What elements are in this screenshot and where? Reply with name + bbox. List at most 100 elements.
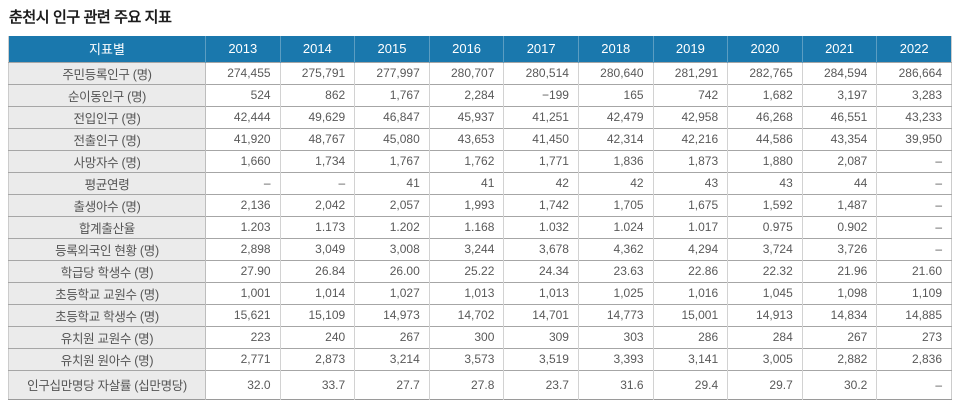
cell-value: 3,008 [354,237,430,260]
table-row: 유치원 원아수 (명) 2,771 2,873 3,214 3,573 3,519 3,39… [8,347,952,370]
cell-value: 274,455 [205,61,281,84]
cell-value: 2,771 [205,347,281,370]
cell-value: 42,314 [578,127,654,150]
year-column-header: 2017 [503,36,579,62]
cell-value: 22.32 [727,259,803,282]
cell-value: 49,629 [280,105,356,128]
cell-value: 277,997 [354,61,430,84]
cell-value: 3,283 [876,83,952,106]
table-row: 출생아수 (명) 2,136 2,042 2,057 1,993 1,742 1,705 1,… [8,193,952,216]
cell-value: 3,214 [354,347,430,370]
cell-value: 45,937 [429,105,505,128]
table-row: 전입인구 (명) 42,444 49,629 46,847 45,937 41,251 42… [8,105,952,128]
cell-value: 275,791 [280,61,356,84]
cell-value: 3,141 [653,347,729,370]
cell-value: 14,701 [503,303,579,326]
cell-value: 46,551 [802,105,878,128]
cell-value: 1,045 [727,281,803,304]
cell-value: 44,586 [727,127,803,150]
table-row: 합계출산율 1.203 1.173 1.202 1.168 1.032 1.024 1.017… [8,215,952,238]
table-row: 주민등록인구 (명) 274,455 275,791 277,997 280,707 28… [8,61,952,84]
cell-value: 21.60 [876,259,952,282]
cell-value: – [876,369,952,399]
cell-value: 43,233 [876,105,952,128]
cell-value: 33.7 [280,369,356,399]
cell-value: 1,682 [727,83,803,106]
cell-value: 284 [727,325,803,348]
cell-value: 14,973 [354,303,430,326]
cell-value: 42,216 [653,127,729,150]
cell-value: 43,653 [429,127,505,150]
cell-value: 2,284 [429,83,505,106]
cell-value: 0.975 [727,215,803,238]
cell-value: 2,136 [205,193,281,216]
cell-value: 1,767 [354,83,430,106]
cell-value: 1.203 [205,215,281,238]
cell-value: 1,771 [503,149,579,172]
cell-value: 45,080 [354,127,430,150]
cell-value: 1.032 [503,215,579,238]
cell-value: 524 [205,83,281,106]
cell-value: 1,013 [429,281,505,304]
cell-value: 240 [280,325,356,348]
cell-value: 42,958 [653,105,729,128]
cell-value: 267 [354,325,430,348]
row-label: 유치원 교원수 (명) [8,325,206,348]
year-column-header: 2021 [802,36,878,62]
table-row: 등록외국인 현황 (명) 2,898 3,049 3,008 3,244 3,678 4,3… [8,237,952,260]
cell-value: 1,592 [727,193,803,216]
cell-value: – [876,193,952,216]
cell-value: 14,913 [727,303,803,326]
year-column-header: 2016 [429,36,505,62]
table-row: 유치원 교원수 (명) 223 240 267 300 309 303 286 284 267 27… [8,325,952,348]
cell-value: 280,640 [578,61,654,84]
cell-value: 284,594 [802,61,878,84]
cell-value: 26.00 [354,259,430,282]
cell-value: 223 [205,325,281,348]
cell-value: 15,621 [205,303,281,326]
table-body: 주민등록인구 (명) 274,455 275,791 277,997 280,707 28… [8,61,952,399]
cell-value: 27.7 [354,369,430,399]
table-head: 지표별 2013 2014 2015 2016 2017 2018 2019 2020 2021 2… [8,36,952,62]
row-label: 초등학교 교원수 (명) [8,281,206,304]
cell-value: – [876,149,952,172]
cell-value: 286,664 [876,61,952,84]
cell-value: – [205,171,281,194]
cell-value: 1,014 [280,281,356,304]
cell-value: 3,005 [727,347,803,370]
table-row: 전출인구 (명) 41,920 48,767 45,080 43,653 41,450 42… [8,127,952,150]
cell-value: 39,950 [876,127,952,150]
cell-value: 27.90 [205,259,281,282]
cell-value: 1,705 [578,193,654,216]
cell-value: – [280,171,356,194]
cell-value: 3,197 [802,83,878,106]
cell-value: 2,836 [876,347,952,370]
cell-value: 14,885 [876,303,952,326]
cell-value: 3,678 [503,237,579,260]
cell-value: 23.7 [503,369,579,399]
cell-value: 165 [578,83,654,106]
cell-value: 4,362 [578,237,654,260]
cell-value: 3,573 [429,347,505,370]
cell-value: 742 [653,83,729,106]
cell-value: 43 [727,171,803,194]
row-label: 평균연령 [8,171,206,194]
cell-value: 286 [653,325,729,348]
cell-value: 0.902 [802,215,878,238]
cell-value: 3,049 [280,237,356,260]
table-row: 초등학교 학생수 (명) 15,621 15,109 14,973 14,702 14,7… [8,303,952,326]
cell-value: 21.96 [802,259,878,282]
cell-value: 30.2 [802,369,878,399]
cell-value: 26.84 [280,259,356,282]
cell-value: 280,514 [503,61,579,84]
cell-value: 1.024 [578,215,654,238]
cell-value: 2,042 [280,193,356,216]
cell-value: 42 [503,171,579,194]
table-row: 인구십만명당 자살률 (십만명당) 32.0 33.7 27.7 27.8 23.7 31.… [8,369,952,399]
cell-value: 32.0 [205,369,281,399]
cell-value: 267 [802,325,878,348]
cell-value: 2,882 [802,347,878,370]
cell-value: 14,773 [578,303,654,326]
year-column-header: 2019 [653,36,729,62]
year-column-header: 2013 [205,36,281,62]
